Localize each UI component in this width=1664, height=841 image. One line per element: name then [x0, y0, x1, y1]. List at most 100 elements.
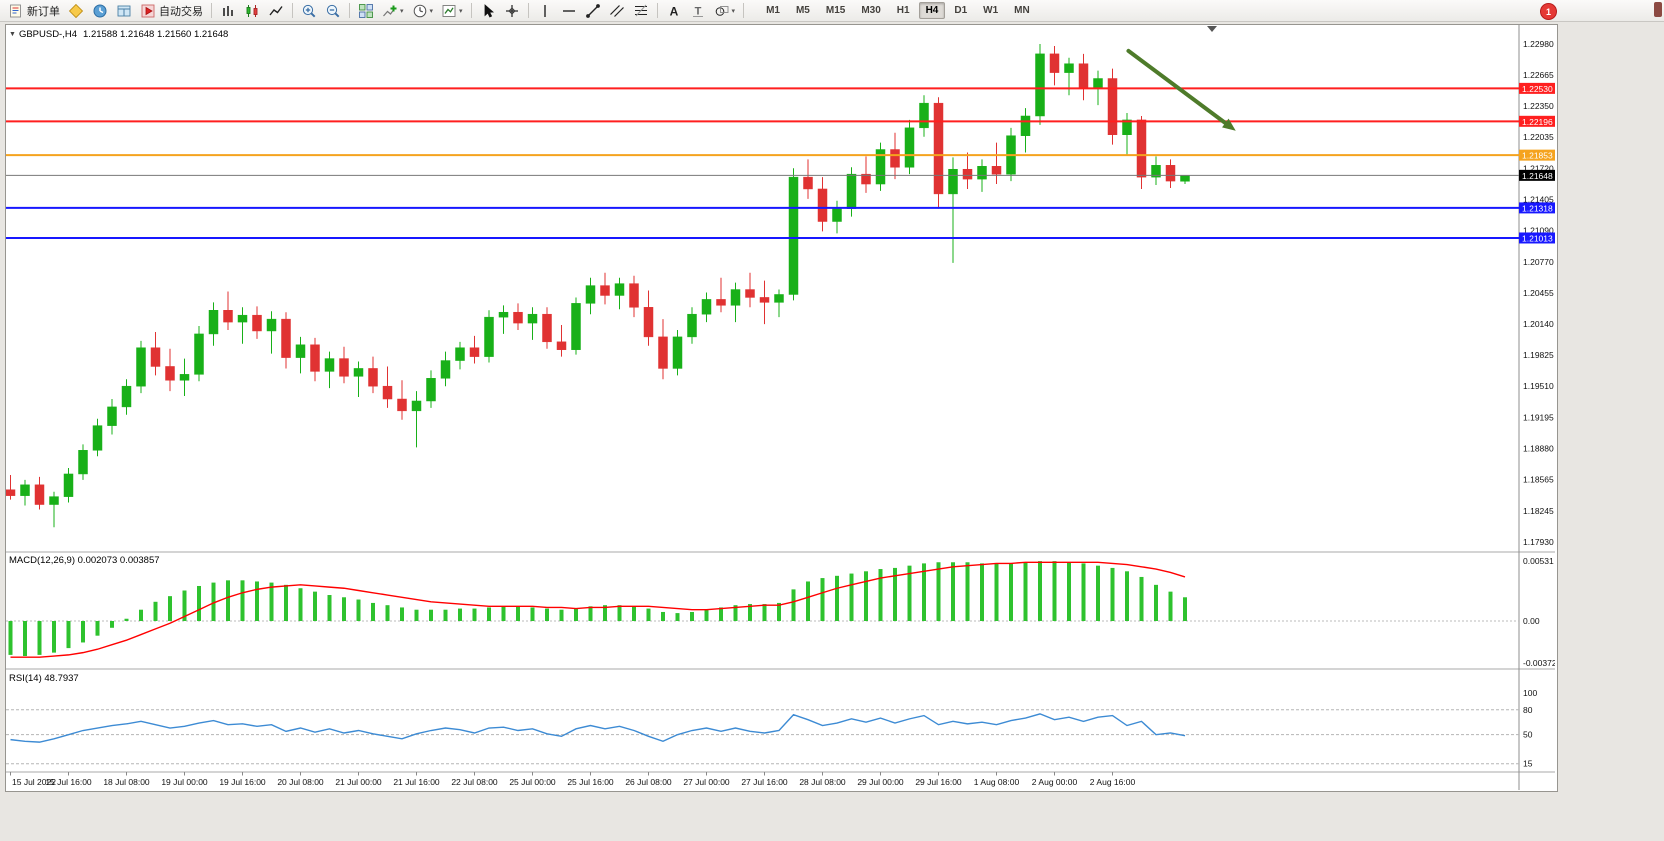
chart-canvas[interactable]: 1.22980 1.22665 1.22350 1.22035 1.21720 1.214… — [6, 25, 1555, 790]
chevron-down-icon: ▾ — [731, 7, 736, 15]
svg-text:1.21648: 1.21648 — [1522, 171, 1553, 181]
zoom-out-button[interactable] — [322, 1, 344, 21]
svg-text:1.21853: 1.21853 — [1522, 151, 1553, 161]
time-axis-label: 29 Jul 00:00 — [857, 777, 904, 787]
svg-text:1.20455: 1.20455 — [1523, 288, 1554, 298]
channel-icon — [609, 4, 624, 17]
indicators-icon — [383, 5, 397, 16]
svg-text:1.22035: 1.22035 — [1523, 132, 1554, 142]
expert-advisors-icon — [68, 3, 84, 18]
time-axis-label: 2 Aug 00:00 — [1032, 777, 1078, 787]
svg-text:1.19195: 1.19195 — [1523, 412, 1554, 422]
time-axis-label: 21 Jul 16:00 — [393, 777, 440, 787]
rsi-value: 48.7937 — [44, 673, 79, 684]
horizontal-lines-layer[interactable]: 1.22530 1.22196 1.21853 1.21318 1.21013 — [6, 82, 1555, 244]
main-toolbar: 新订单 自动交易 ▾ ▾ ▾ A T ▾ M1 M5 M15 M30 H1 H4 D1 W1 MN — [0, 0, 1664, 22]
svg-text:100: 100 — [1523, 688, 1537, 698]
periods-button[interactable]: ▾ — [409, 1, 437, 21]
toolbar-separator — [527, 3, 529, 18]
fibonacci-button[interactable] — [630, 1, 652, 21]
time-axis-label: 15 Jul 2022 — [12, 777, 56, 787]
chart-window[interactable]: 1.22980 1.22665 1.22350 1.22035 1.21720 1.214… — [5, 24, 1558, 792]
svg-text:1.18245: 1.18245 — [1523, 506, 1554, 516]
line-chart-mode-button[interactable] — [265, 1, 287, 21]
zoom-in-button[interactable] — [298, 1, 320, 21]
data-window-button[interactable] — [113, 1, 135, 21]
time-axis-label: 2 Aug 16:00 — [1090, 777, 1136, 787]
toolbar-separator — [211, 3, 212, 18]
svg-text:T: T — [694, 5, 701, 17]
timeframe-h1[interactable]: H1 — [896, 5, 910, 16]
market-watch-icon — [93, 4, 107, 17]
svg-text:0.00: 0.00 — [1523, 616, 1540, 626]
timeframe-m5[interactable]: M5 — [795, 5, 810, 16]
timeframe-m1[interactable]: M1 — [766, 5, 780, 16]
price-axis-labels: 1.22980 1.22665 1.22350 1.22035 1.21720 1.214… — [1523, 39, 1554, 547]
time-axis-label: 21 Jul 00:00 — [335, 777, 382, 787]
crosshair-button[interactable] — [501, 1, 523, 21]
timeframe-w1[interactable]: W1 — [983, 5, 999, 16]
tile-windows-icon — [359, 3, 373, 18]
expert-advisors-button[interactable] — [65, 1, 87, 21]
vertical-line-button[interactable] — [534, 1, 556, 21]
text-button[interactable]: A — [663, 1, 685, 21]
notification-badge[interactable]: 1 — [1540, 3, 1557, 20]
current-price-line: 1.21648 — [6, 169, 1555, 181]
line-chart-icon — [269, 5, 283, 15]
rsi-label: RSI(14) — [9, 673, 42, 684]
bar-chart-mode-button[interactable] — [217, 1, 239, 21]
periods-icon — [413, 4, 426, 17]
trendline-button[interactable] — [582, 1, 604, 21]
ohlc-values: 1.21588 1.21648 1.21560 1.21648 — [83, 29, 229, 40]
svg-text:1.22665: 1.22665 — [1523, 70, 1554, 80]
timeframe-m15[interactable]: M15 — [825, 5, 846, 16]
toolbar-separator — [470, 3, 472, 18]
toolbar-separator — [743, 3, 745, 18]
chart-collapse-icon[interactable]: ▼ — [9, 31, 16, 38]
svg-text:1.18565: 1.18565 — [1523, 474, 1554, 484]
svg-text:1.21090: 1.21090 — [1523, 225, 1554, 235]
cursor-button[interactable] — [477, 1, 499, 21]
tile-windows-button[interactable] — [355, 1, 377, 21]
data-window-icon — [117, 5, 131, 16]
timeframe-m30[interactable]: M30 — [861, 5, 881, 16]
trend-arrow-annotation[interactable] — [1126, 48, 1236, 131]
bar-chart-icon — [223, 5, 233, 16]
svg-text:80: 80 — [1523, 705, 1533, 715]
horizontal-line-icon — [562, 9, 575, 12]
timeframe-d1[interactable]: D1 — [954, 5, 968, 16]
svg-text:0.00531: 0.00531 — [1523, 556, 1554, 566]
svg-text:1.18880: 1.18880 — [1523, 443, 1554, 453]
chevron-down-icon: ▾ — [429, 7, 434, 15]
text-label-button[interactable]: T — [687, 1, 709, 21]
svg-text:1.20770: 1.20770 — [1523, 257, 1554, 267]
time-axis-label: 25 Jul 00:00 — [509, 777, 556, 787]
timeframe-h4[interactable]: H4 — [918, 2, 946, 19]
svg-text:1.22350: 1.22350 — [1523, 101, 1554, 111]
panel-separators — [6, 25, 1555, 790]
market-watch-button[interactable] — [89, 1, 111, 21]
shapes-icon — [715, 5, 728, 16]
time-axis-label: 15 Jul 16:00 — [45, 777, 92, 787]
svg-text:1.22196: 1.22196 — [1522, 117, 1553, 127]
arrows-button[interactable]: ▾ — [711, 1, 739, 21]
new-order-button[interactable]: 新订单 — [5, 1, 63, 21]
svg-text:1.20140: 1.20140 — [1523, 319, 1554, 329]
auto-trading-button[interactable]: 自动交易 — [137, 1, 206, 21]
timeframe-group: M1 M5 M15 M30 H1 H4 D1 W1 MN — [758, 2, 1038, 19]
chevron-down-icon: ▾ — [459, 7, 463, 15]
equidistant-channel-button[interactable] — [606, 1, 628, 21]
time-axis-label: 22 Jul 08:00 — [451, 777, 498, 787]
indicators-button[interactable]: ▾ — [379, 1, 407, 21]
templates-button[interactable]: ▾ — [438, 1, 466, 21]
rsi-panel: 100 80 50 15 — [6, 688, 1537, 769]
candlestick-mode-button[interactable] — [241, 1, 263, 21]
symbol-title: GBPUSD-,H4 — [18, 29, 78, 40]
window-corner-chip — [1654, 2, 1662, 17]
horizontal-line-button[interactable] — [558, 1, 580, 21]
svg-text:-0.00372: -0.00372 — [1523, 658, 1555, 668]
svg-text:1.21405: 1.21405 — [1523, 194, 1554, 204]
timeframe-mn[interactable]: MN — [1014, 5, 1030, 16]
svg-text:1.22980: 1.22980 — [1523, 39, 1554, 49]
toolbar-separator — [349, 3, 350, 18]
